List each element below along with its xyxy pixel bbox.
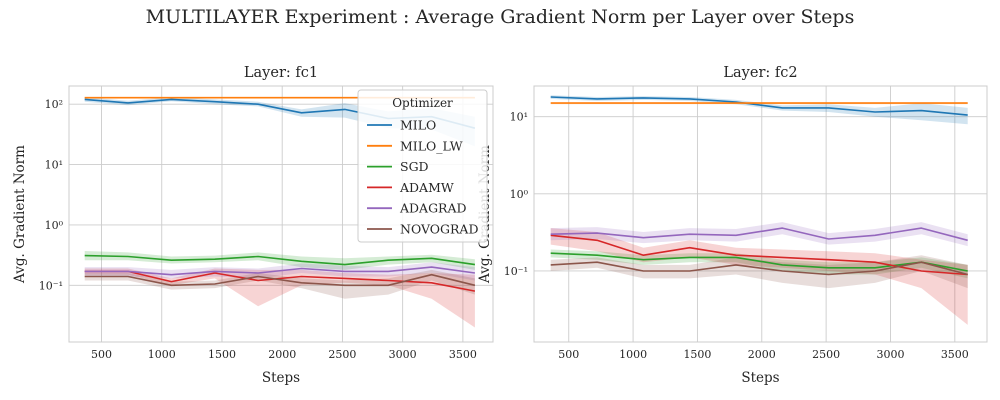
- series-line-milo: [550, 96, 968, 116]
- y-tick-label: 10¹: [510, 111, 528, 124]
- legend-box: [357, 89, 488, 243]
- y-tick-label: 10⁰: [510, 188, 529, 201]
- band-adamw: [84, 268, 475, 328]
- band-novograd: [550, 255, 968, 289]
- x-tick-label: 2000: [748, 348, 776, 361]
- y-tick-label: 10¹: [45, 159, 63, 172]
- x-tick-label: 3000: [876, 348, 904, 361]
- panel-title: Layer: fc1: [244, 65, 318, 81]
- y-tick-label: 10²: [45, 98, 63, 111]
- series-line-adamw: [84, 270, 476, 292]
- y-tick-label: 10⁻¹: [504, 265, 528, 278]
- band-sgd: [84, 251, 475, 270]
- series-line-adagrad: [550, 227, 968, 242]
- x-tick-label: 2500: [812, 348, 840, 361]
- series-line-novograd: [550, 261, 968, 276]
- x-tick-label: 1500: [208, 348, 236, 361]
- band-adamw: [550, 228, 968, 325]
- legend-label-novograd: NOVOGRAD: [400, 222, 478, 237]
- legend-label-milo-lw: MILO_LW: [400, 138, 463, 153]
- figure-title: MULTILAYER Experiment : Average Gradient…: [146, 6, 855, 28]
- plot-area: [534, 86, 987, 342]
- y-axis-label: Avg. Gradient Norm: [12, 145, 28, 284]
- x-tick-label: 2000: [268, 348, 296, 361]
- band-novograd: [84, 269, 475, 299]
- series-line-adagrad: [84, 266, 476, 276]
- legend-label-adamw: ADAMW: [399, 180, 454, 195]
- x-tick-label: 3500: [449, 348, 477, 361]
- series-line-sgd: [550, 252, 968, 272]
- x-tick-label: 3000: [389, 348, 417, 361]
- x-tick-label: 1000: [619, 348, 647, 361]
- x-tick-label: 3500: [941, 348, 969, 361]
- y-tick-label: 10⁻¹: [39, 279, 63, 292]
- series-line-sgd: [84, 254, 476, 266]
- x-axis-label: Steps: [262, 370, 300, 386]
- x-tick-label: 1500: [683, 348, 711, 361]
- band-adagrad: [550, 222, 968, 247]
- plot-frame: [68, 85, 494, 343]
- legend-label-milo: MILO: [400, 118, 436, 133]
- legend-label-sgd: SGD: [400, 159, 429, 174]
- legend-title: Optimizer: [392, 96, 453, 110]
- panel-title: Layer: fc2: [723, 65, 797, 81]
- x-tick-label: 500: [558, 348, 579, 361]
- legend: Optimizer MILO MILO_LW SGD ADAMW ADAGRAD NOVOG…: [357, 89, 488, 243]
- x-axis-label: Steps: [741, 370, 779, 386]
- panel-fc2: 500 1000 1500 2000 2500 3000 3500 10⁻¹ 10⁰ 10¹ Lay…: [477, 65, 988, 386]
- legend-label-adagrad: ADAGRAD: [399, 201, 467, 216]
- x-tick-label: 2500: [328, 348, 356, 361]
- y-tick-label: 10⁰: [45, 219, 64, 232]
- series-line-novograd: [84, 273, 476, 287]
- x-tick-label: 1000: [148, 348, 176, 361]
- x-tick-label: 500: [91, 348, 112, 361]
- plot-frame: [533, 85, 988, 343]
